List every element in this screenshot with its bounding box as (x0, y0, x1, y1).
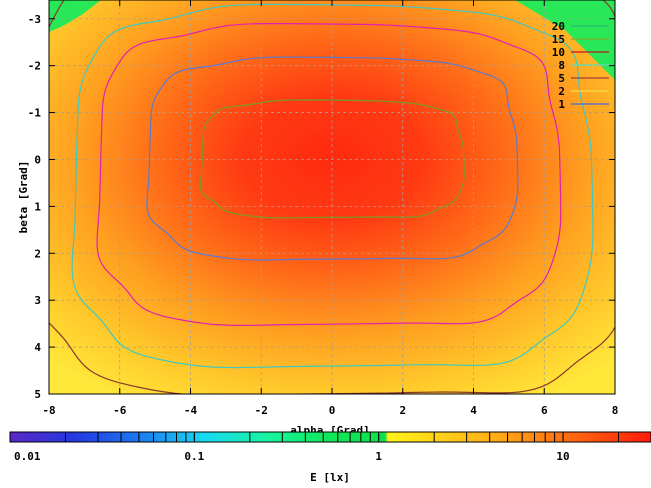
plot-area (49, 0, 615, 394)
heatmap-corner-patches (49, 0, 615, 80)
y-tick-label: 3 (34, 294, 41, 307)
legend-label: 5 (558, 72, 565, 85)
y-tick-label: -3 (28, 13, 41, 26)
contour-line-8 (71, 3, 594, 369)
colorbar-tick-label: 0.1 (184, 450, 204, 463)
y-tick-label: 4 (34, 341, 41, 354)
y-tick-label: -2 (28, 60, 41, 73)
x-tick-label: 8 (612, 404, 619, 417)
colorbar-tick-label: 10 (556, 450, 569, 463)
corner-patch-right (515, 0, 615, 80)
colorbar-ticks: 0.01 0.1 1 10 (9, 432, 651, 463)
colorbar-tick-label: 1 (375, 450, 382, 463)
grid (49, 0, 615, 394)
heatmap-background (49, 0, 615, 394)
contour-line-20 (199, 99, 465, 219)
colorbar-label: E [lx] (310, 471, 350, 483)
x-tick-label: -4 (184, 404, 198, 417)
colorbar-tick-label: 0.01 (14, 450, 41, 463)
legend-label: 2 (558, 85, 565, 98)
y-tick-label: 2 (34, 247, 41, 260)
contours (49, 0, 615, 394)
contour-line-10 (96, 23, 562, 326)
x-tick-label: 2 (399, 404, 406, 417)
contour-line-5 (49, 0, 615, 394)
x-tick-label: 6 (541, 404, 548, 417)
x-tick-label: 4 (470, 404, 477, 417)
x-tick-label: 0 (329, 404, 336, 417)
x-tick-label: -6 (113, 404, 127, 417)
contour-line-15 (146, 56, 519, 261)
legend-label: 10 (552, 46, 565, 59)
y-axis-label: beta [Grad] (17, 161, 30, 234)
x-tick-label: -2 (255, 404, 268, 417)
colorbar: 0.01 0.1 1 10 E [lx] (9, 431, 651, 484)
corner-patch-left (49, 0, 101, 32)
y-tick-label: 1 (34, 200, 41, 213)
x-axis: -8 -6 -4 -2 0 2 4 6 8 (42, 0, 618, 417)
legend-label: 20 (552, 20, 565, 33)
y-tick-label: 0 (34, 153, 41, 166)
x-tick-label: -8 (42, 404, 55, 417)
y-tick-label: -1 (28, 107, 42, 120)
legend-label: 8 (558, 59, 565, 72)
y-tick-label: 5 (34, 388, 41, 401)
legend-label: 1 (558, 98, 565, 111)
legend-label: 15 (552, 33, 565, 46)
